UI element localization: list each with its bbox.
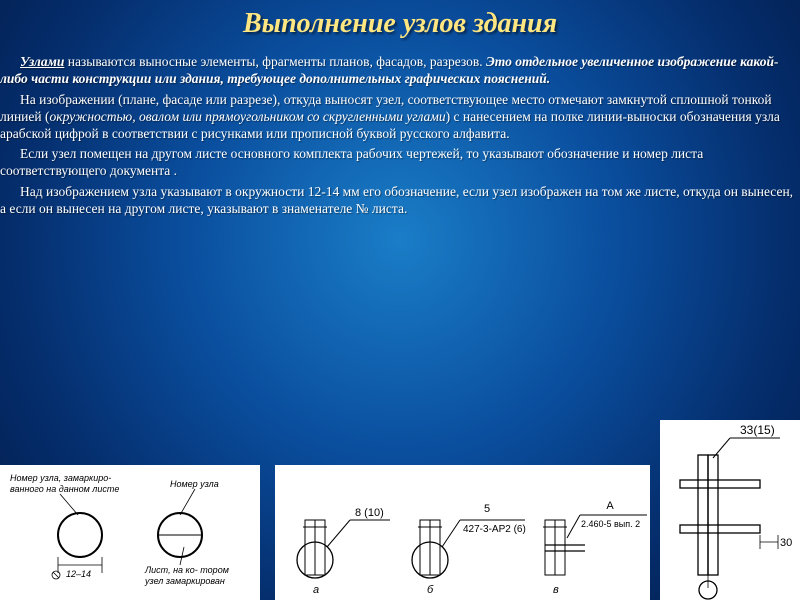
body-text: Узлами называются выносные элементы, фра…	[0, 54, 800, 222]
d2-c-num: А	[606, 500, 614, 512]
d1-label-right: Номер узла	[170, 479, 219, 489]
diagram-strip: Номер узла, замаркиро- ванного на данном…	[0, 420, 800, 600]
d1-label-left-2: ванного на данном листе	[10, 484, 119, 494]
d2-sub-b: 5 427-3-АР2 (6) б	[412, 503, 526, 596]
d1-label-left-1: Номер узла, замаркиро-	[10, 473, 111, 483]
d2-sub-c: А 2.460-5 вып. 2 в	[543, 500, 647, 596]
diagram-2: 8 (10) а 5 427-3-АР2 (6) б	[275, 465, 650, 600]
d1-label-bot-2: узел замаркирован	[144, 576, 225, 586]
diagram-1: Номер узла, замаркиро- ванного на данном…	[0, 465, 260, 600]
para-4: Над изображением узла указывают в окружн…	[0, 184, 796, 218]
d1-label-bot-1: Лист, на ко- тором	[144, 565, 229, 575]
d3-top-label: 33(15)	[740, 423, 775, 437]
d2-sub-a: 8 (10) а	[297, 507, 390, 596]
para-2: На изображении (плане, фасаде или разрез…	[0, 92, 796, 143]
slide: Выполнение узлов здания Узлами называютс…	[0, 0, 800, 600]
d1-circle-left	[58, 513, 102, 557]
d2-b-den: 427-3-АР2 (6)	[463, 524, 526, 535]
d2-cap-c: в	[553, 584, 559, 596]
diagram-3: 33(15) 30	[660, 420, 800, 600]
para-2-em: окружностью, овалом или прямоугольником …	[50, 109, 446, 124]
term-uzlami: Узлами	[20, 54, 64, 69]
page-title: Выполнение узлов здания	[0, 8, 800, 40]
d2-b-num: 5	[484, 503, 490, 515]
d3-right-label: 30	[780, 537, 792, 549]
d1-size: 12–14	[66, 569, 91, 579]
d2-cap-b: б	[427, 584, 434, 596]
d2-c-den: 2.460-5 вып. 2	[581, 519, 640, 529]
d2-cap-a: а	[313, 584, 319, 596]
para-3: Если узел помещен на другом листе основн…	[0, 146, 796, 180]
d2-label-a: 8 (10)	[355, 507, 384, 519]
para-1: Узлами называются выносные элементы, фра…	[0, 54, 796, 88]
